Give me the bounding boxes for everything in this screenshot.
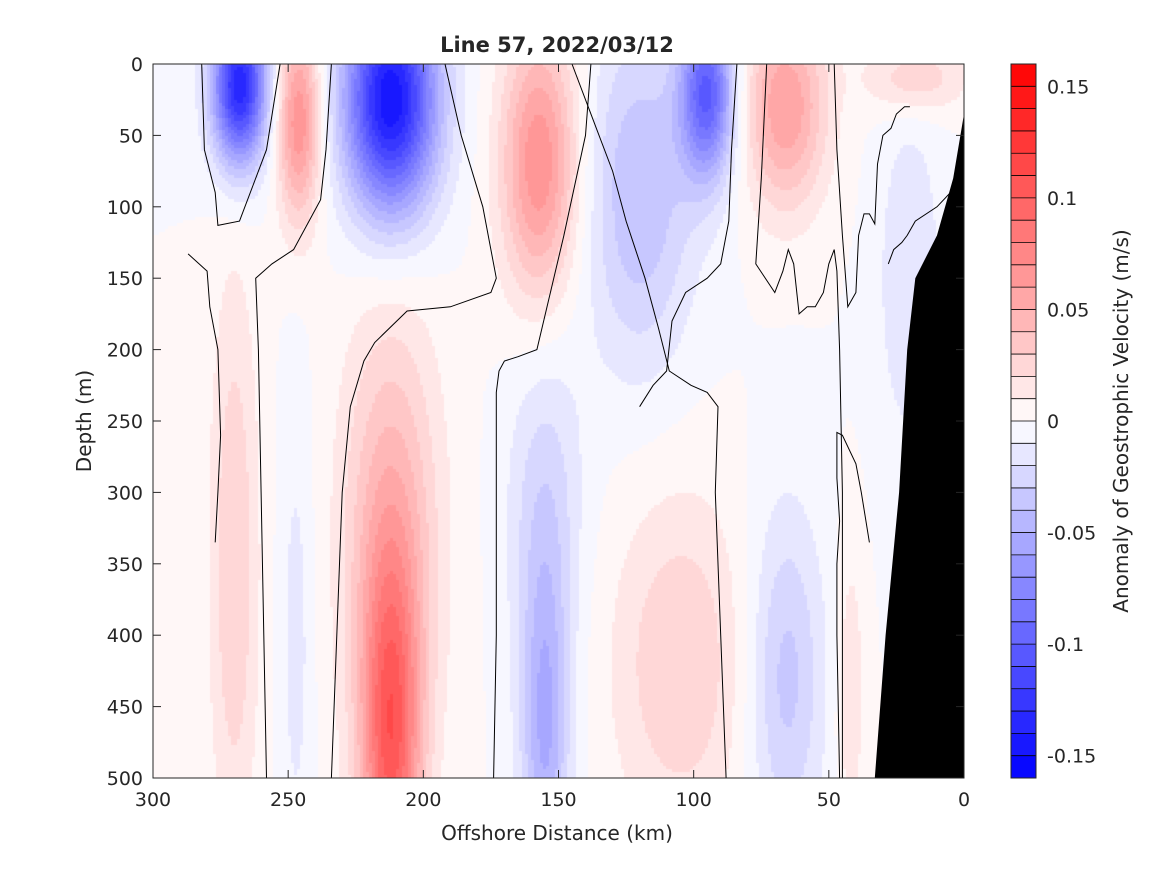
y-axis-label: Depth (m) (72, 370, 96, 472)
colorbar-segment (1011, 220, 1036, 243)
zero-contour (330, 63, 497, 779)
colorbar-segment (1011, 666, 1036, 689)
zero-contour (493, 63, 592, 779)
chart-title: Line 57, 2022/03/12 (440, 33, 674, 57)
y-tick-label: 100 (107, 197, 143, 219)
y-tick-label: 500 (107, 768, 143, 790)
colorbar-segment (1011, 443, 1036, 466)
colorbar-label: Anomaly of Geostrophic Velocity (m/s) (1109, 229, 1133, 612)
y-tick-label: 400 (107, 625, 143, 647)
colorbar-segment (1011, 64, 1036, 87)
colorbar-segment (1011, 554, 1036, 578)
colorbar-segment (1011, 577, 1036, 600)
colorbar-segment (1011, 733, 1036, 756)
colorbar-tick-label: 0 (1047, 411, 1059, 433)
x-tick-label: 50 (817, 789, 841, 811)
y-tick-label: 350 (107, 554, 143, 576)
colorbar-segment (1011, 376, 1036, 399)
y-tick-label: 300 (107, 482, 143, 504)
colorbar-tick-label: -0.15 (1047, 746, 1096, 768)
colorbar-tick-label: -0.05 (1047, 523, 1096, 545)
zero-contour (833, 63, 910, 309)
colorbar-segment (1011, 197, 1036, 221)
colorbar-segment (1011, 264, 1036, 288)
colorbar-ticks: 0.15 0.1 0.05 0 -0.05 -0.1 -0.15 (1047, 76, 1096, 767)
colorbar-frame (1010, 63, 1037, 779)
colorbar-segment (1011, 532, 1036, 555)
x-axis-label: Offshore Distance (km) (441, 821, 673, 845)
colorbar-segment (1011, 755, 1036, 778)
y-tick-label: 250 (107, 411, 143, 433)
colorbar-segment (1011, 153, 1036, 176)
colorbar-segment (1011, 331, 1036, 355)
zero-contour (639, 63, 738, 407)
x-tick-label: 100 (676, 789, 712, 811)
colorbar-segment (1011, 130, 1036, 154)
colorbar-segment (1011, 86, 1036, 109)
colorbar-segment (1011, 175, 1036, 198)
plot-area (153, 63, 964, 779)
colorbar-tick-label: 0.1 (1047, 188, 1077, 210)
y-tick-label: 150 (107, 268, 143, 290)
x-axis-ticks: 300 250 200 150 100 50 0 (135, 64, 970, 811)
colorbar (1010, 63, 1037, 779)
colorbar-segment (1011, 621, 1036, 645)
y-tick-label: 450 (107, 697, 143, 719)
y-tick-label: 50 (119, 125, 143, 147)
colorbar-tick-label: -0.1 (1047, 634, 1084, 656)
x-tick-label: 0 (958, 789, 970, 811)
colorbar-segment (1011, 354, 1036, 377)
zero-contour (887, 192, 951, 265)
colorbar-segment (1011, 599, 1036, 622)
velocity-field (153, 64, 964, 778)
zero-contour (571, 63, 727, 779)
colorbar-segment (1011, 711, 1036, 734)
colorbar-segment (1011, 688, 1036, 712)
y-tick-label: 200 (107, 340, 143, 362)
y-axis-ticks: 0 50 100 150 200 250 300 350 400 450 500 (107, 54, 964, 790)
colorbar-segment (1011, 421, 1036, 444)
colorbar-segment (1011, 644, 1036, 667)
colorbar-segment (1011, 287, 1036, 310)
zero-contour (255, 63, 332, 779)
colorbar-segment (1011, 465, 1036, 488)
x-tick-label: 250 (270, 789, 306, 811)
colorbar-segment (1011, 487, 1036, 511)
colorbar-tick-label: 0.05 (1047, 299, 1089, 321)
bathymetry (874, 114, 964, 778)
x-tick-label: 150 (540, 789, 576, 811)
zero-contour (755, 63, 843, 778)
y-tick-label: 0 (131, 54, 143, 76)
colorbar-segment (1011, 510, 1036, 533)
zero-contour (201, 63, 281, 226)
colorbar-tick-label: 0.15 (1047, 76, 1089, 98)
colorbar-segment (1011, 309, 1036, 332)
colorbar-segment (1011, 398, 1036, 421)
colorbar-segment (1011, 242, 1036, 265)
zero-contour (187, 253, 222, 543)
colorbar-segment (1011, 108, 1036, 131)
x-tick-label: 300 (135, 789, 171, 811)
zero-contour (836, 431, 870, 779)
x-tick-label: 200 (405, 789, 441, 811)
